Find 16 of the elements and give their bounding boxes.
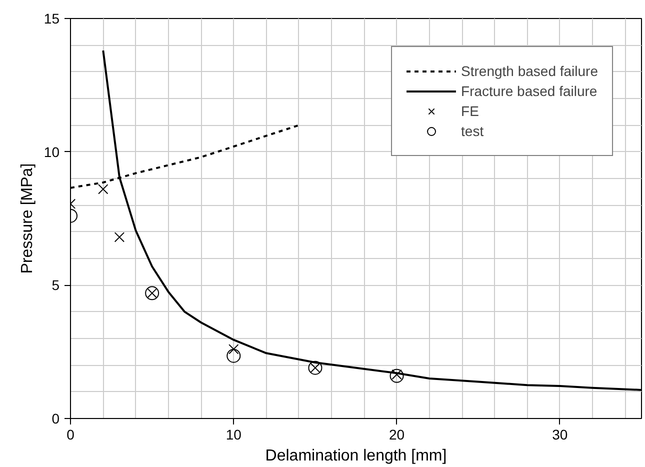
x-tick-label: 20 bbox=[389, 426, 405, 442]
y-tick-label: 0 bbox=[52, 410, 60, 426]
y-tick-label: 15 bbox=[44, 10, 60, 26]
y-tick-label: 5 bbox=[52, 277, 60, 294]
point bbox=[98, 184, 108, 194]
legend-label: Strength based failure bbox=[461, 63, 598, 79]
x-tick-label: 0 bbox=[66, 426, 75, 442]
legend-label: FE bbox=[461, 103, 480, 119]
y-axis-title: Pressure [MPa] bbox=[18, 163, 36, 274]
x-tick-label: 10 bbox=[226, 426, 242, 442]
y-tick-label: 10 bbox=[44, 144, 60, 160]
x-axis-title: Delamination length [mm] bbox=[265, 448, 447, 464]
point bbox=[114, 232, 125, 242]
legend-label: test bbox=[461, 123, 484, 139]
legend-label: Fracture based failure bbox=[461, 83, 598, 99]
x-tick-label: 30 bbox=[552, 426, 568, 442]
